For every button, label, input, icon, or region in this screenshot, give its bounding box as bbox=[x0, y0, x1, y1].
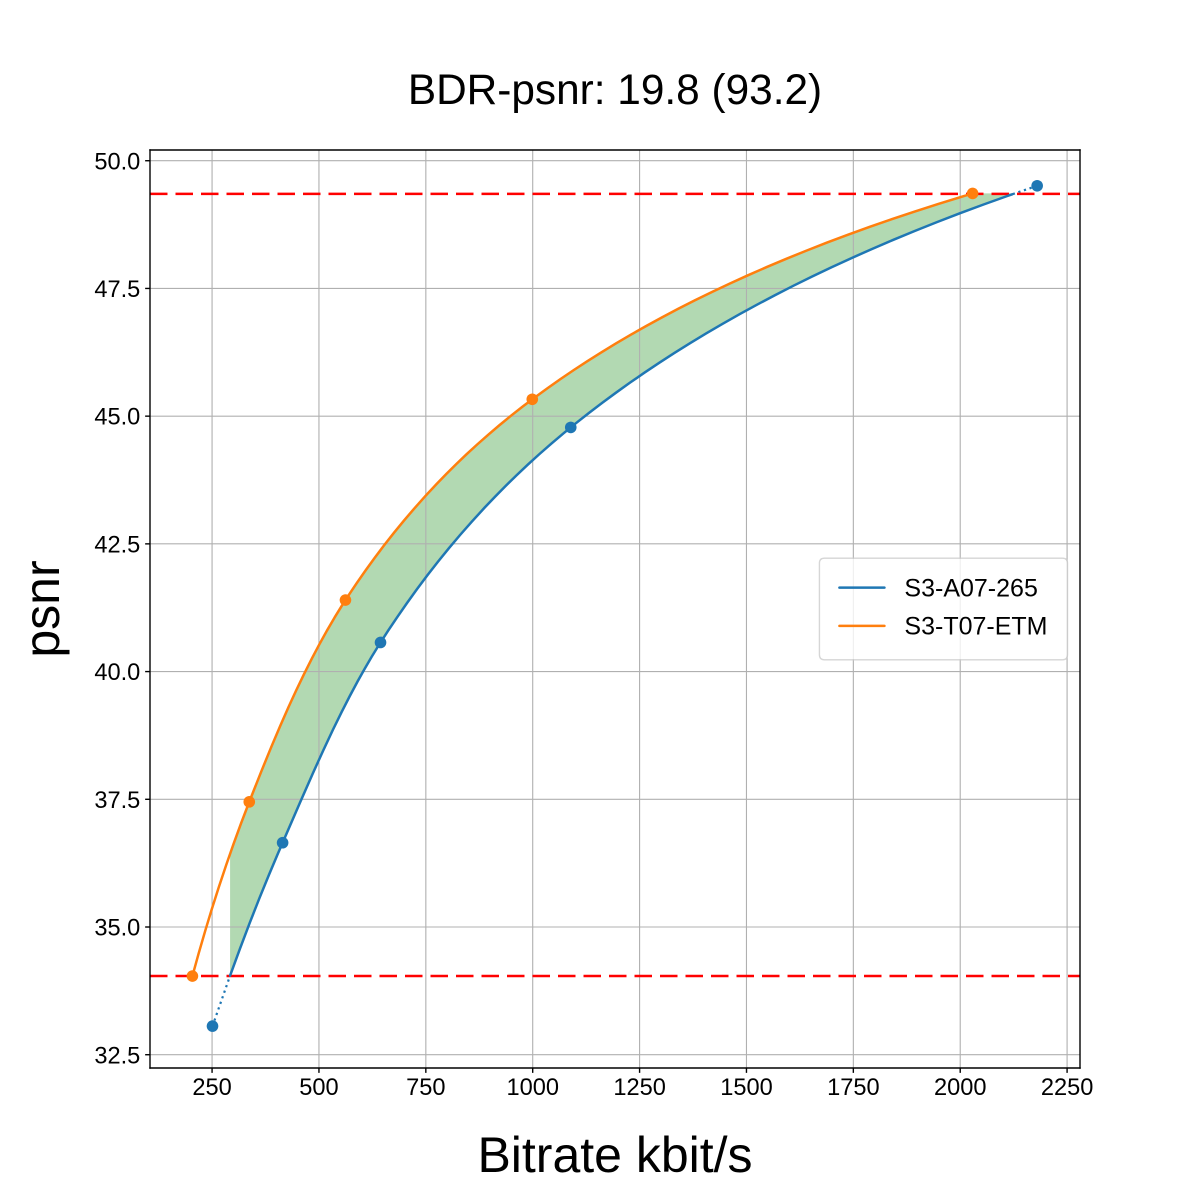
svg-text:37.5: 37.5 bbox=[94, 788, 140, 814]
svg-text:250: 250 bbox=[192, 1075, 231, 1101]
svg-text:750: 750 bbox=[406, 1075, 445, 1101]
svg-text:Bitrate kbit/s: Bitrate kbit/s bbox=[477, 1127, 752, 1183]
svg-text:2000: 2000 bbox=[934, 1075, 987, 1101]
svg-text:2250: 2250 bbox=[1041, 1075, 1094, 1101]
svg-text:S3-A07-265: S3-A07-265 bbox=[904, 574, 1037, 602]
svg-text:35.0: 35.0 bbox=[94, 916, 140, 942]
svg-text:32.5: 32.5 bbox=[94, 1043, 140, 1069]
svg-text:40.0: 40.0 bbox=[94, 660, 140, 686]
svg-text:47.5: 47.5 bbox=[94, 277, 140, 303]
svg-text:45.0: 45.0 bbox=[94, 405, 140, 431]
svg-text:1250: 1250 bbox=[613, 1075, 666, 1101]
svg-text:50.0: 50.0 bbox=[94, 149, 140, 175]
svg-text:psnr: psnr bbox=[14, 560, 70, 657]
svg-text:1000: 1000 bbox=[506, 1075, 559, 1101]
svg-text:BDR-psnr: 19.8 (93.2): BDR-psnr: 19.8 (93.2) bbox=[408, 66, 822, 113]
svg-text:1750: 1750 bbox=[827, 1075, 880, 1101]
svg-text:1500: 1500 bbox=[720, 1075, 773, 1101]
svg-text:S3-T07-ETM: S3-T07-ETM bbox=[904, 613, 1047, 641]
svg-text:42.5: 42.5 bbox=[94, 532, 140, 558]
svg-text:500: 500 bbox=[299, 1075, 338, 1101]
